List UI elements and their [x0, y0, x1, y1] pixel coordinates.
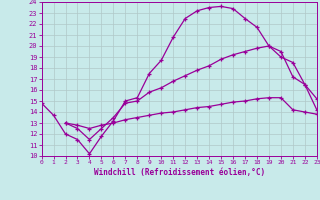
X-axis label: Windchill (Refroidissement éolien,°C): Windchill (Refroidissement éolien,°C) [94, 168, 265, 177]
